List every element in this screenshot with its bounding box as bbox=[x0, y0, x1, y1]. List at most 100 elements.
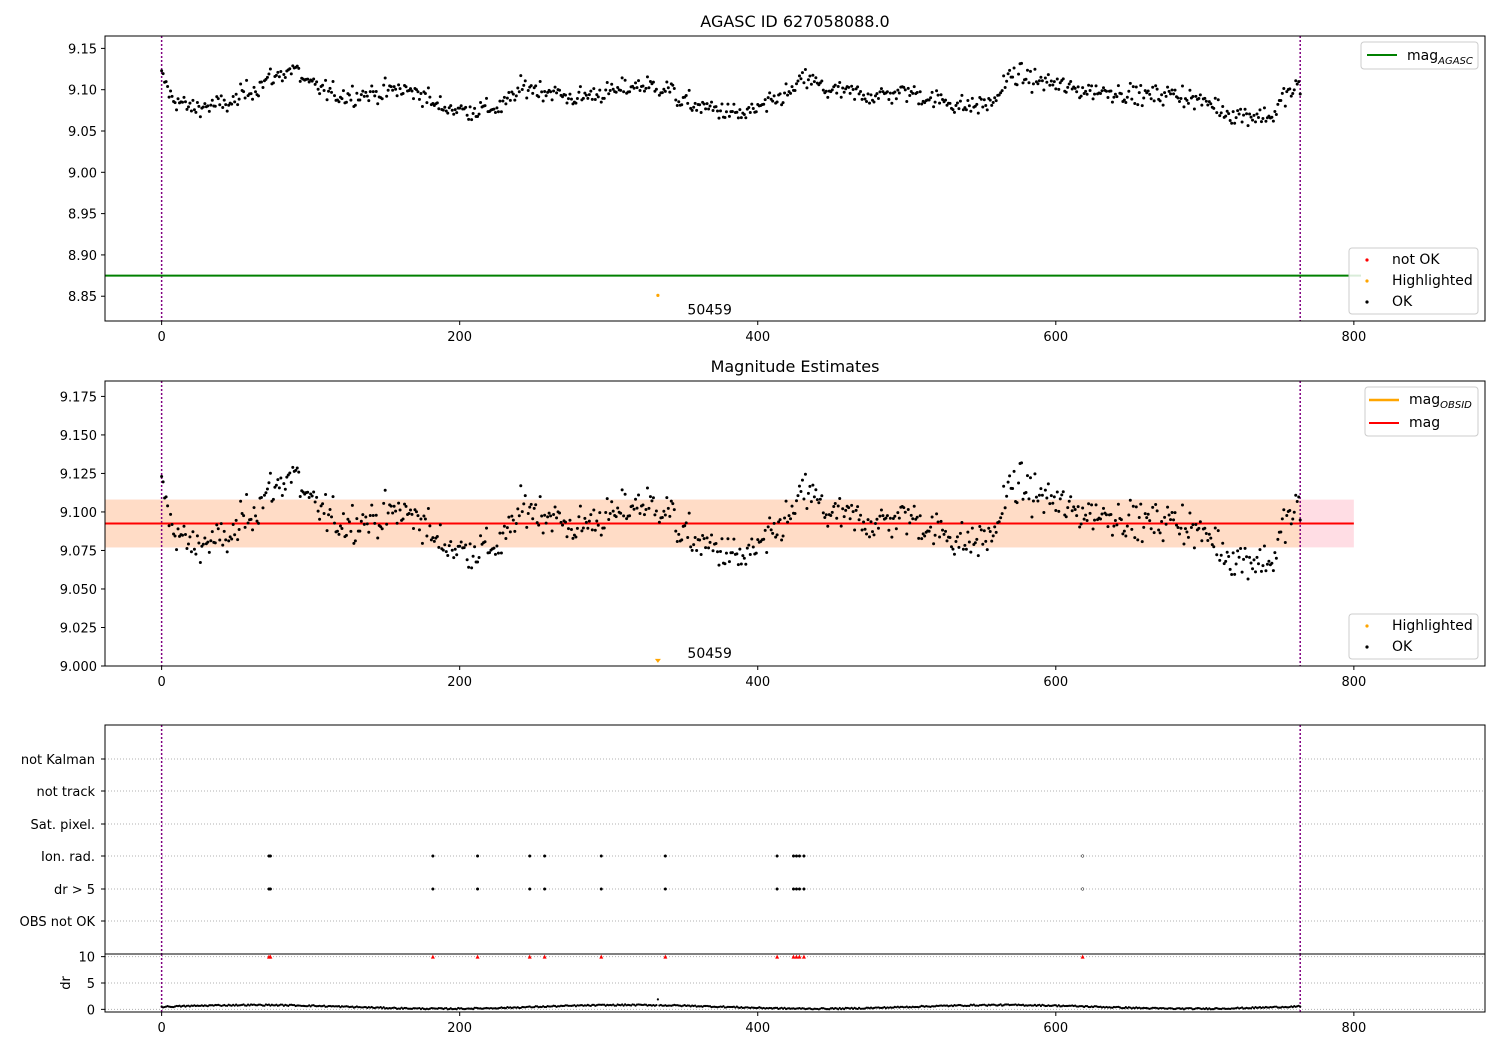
data-point-ok bbox=[1228, 119, 1232, 123]
data-point-ok bbox=[274, 73, 278, 77]
data-point-ok bbox=[522, 502, 526, 506]
data-point-ok bbox=[610, 500, 614, 504]
x-tick-label: 400 bbox=[745, 330, 770, 345]
data-point-ok bbox=[1149, 97, 1153, 101]
data-point-ok bbox=[596, 523, 600, 527]
data-point-ok bbox=[510, 514, 514, 518]
data-point-ok bbox=[951, 547, 955, 551]
data-point-ok bbox=[1142, 96, 1146, 100]
dr-point bbox=[379, 1006, 382, 1009]
data-point-ok bbox=[1185, 98, 1189, 102]
data-point-ok bbox=[374, 513, 378, 517]
data-point-ok bbox=[766, 525, 770, 529]
data-point-ok bbox=[271, 81, 275, 85]
dr-point bbox=[656, 998, 659, 1001]
data-point-ok bbox=[975, 102, 979, 106]
data-point-ok bbox=[458, 544, 462, 548]
data-point-ok bbox=[657, 520, 661, 524]
data-point-ok bbox=[894, 97, 898, 101]
data-point-ok bbox=[523, 79, 527, 83]
data-point-ok bbox=[619, 88, 623, 92]
data-point-ok bbox=[794, 82, 798, 86]
data-point-ok bbox=[622, 514, 626, 518]
data-point-ok bbox=[218, 538, 222, 542]
data-point-ok bbox=[437, 545, 441, 549]
data-point-ok bbox=[189, 550, 193, 554]
data-point-ok bbox=[1282, 87, 1286, 91]
data-point-ok bbox=[902, 85, 906, 89]
data-point-ok bbox=[1213, 526, 1217, 530]
dr-point bbox=[1299, 1005, 1302, 1008]
data-point-ok bbox=[259, 496, 263, 500]
data-point-ok bbox=[1258, 548, 1262, 552]
data-point-ok bbox=[574, 101, 578, 105]
data-point-ok bbox=[203, 102, 207, 106]
data-point-ok bbox=[513, 98, 517, 102]
data-point-ok bbox=[1170, 511, 1174, 515]
data-point-ok bbox=[397, 501, 401, 505]
data-point-ok bbox=[1073, 86, 1077, 90]
data-point-ok bbox=[401, 91, 405, 95]
data-point-ok bbox=[428, 524, 432, 528]
data-point-ok bbox=[853, 528, 857, 532]
data-point-ok bbox=[1028, 476, 1032, 480]
data-point-ok bbox=[265, 487, 269, 491]
data-point-ok bbox=[699, 111, 703, 115]
data-point-ok bbox=[990, 103, 994, 107]
data-point-ok bbox=[1045, 80, 1049, 84]
data-point-ok bbox=[444, 109, 448, 113]
data-point-ok bbox=[1155, 509, 1159, 513]
data-point-ok bbox=[1039, 75, 1043, 79]
data-point-ok bbox=[1051, 83, 1055, 87]
data-point-ok bbox=[198, 560, 202, 564]
data-point-ok bbox=[467, 565, 471, 569]
data-point-ok bbox=[361, 89, 365, 93]
data-point-ok bbox=[485, 96, 489, 100]
data-point-ok bbox=[398, 87, 402, 91]
data-point-ok bbox=[654, 509, 658, 513]
data-point-ok bbox=[1180, 503, 1184, 507]
agasc-magnitude-panel: AGASC ID 627058088.0 50459 0 200 400 600 800… bbox=[68, 12, 1486, 345]
data-point-ok bbox=[340, 97, 344, 101]
data-point-ok bbox=[727, 114, 731, 118]
data-point-ok bbox=[641, 503, 645, 507]
data-point-ok bbox=[277, 486, 281, 490]
data-point-ok bbox=[1288, 87, 1292, 91]
data-point-ok bbox=[337, 100, 341, 104]
data-point-ok bbox=[331, 495, 335, 499]
data-point-ok bbox=[856, 505, 860, 509]
data-point-ok bbox=[1276, 102, 1280, 106]
data-point-ok bbox=[1012, 66, 1016, 70]
data-point-ok bbox=[873, 522, 877, 526]
data-point-ok bbox=[561, 95, 565, 99]
data-point-ok bbox=[985, 548, 989, 552]
data-point-ok bbox=[467, 117, 471, 121]
data-point-ok bbox=[967, 104, 971, 108]
data-point-ok bbox=[198, 115, 202, 119]
data-point-ok bbox=[298, 495, 302, 499]
data-point-ok bbox=[479, 100, 483, 104]
data-point-ok bbox=[1194, 522, 1198, 526]
data-point-ok bbox=[285, 475, 289, 479]
data-point-ok bbox=[355, 517, 359, 521]
data-point-ok bbox=[236, 538, 240, 542]
data-point-ok bbox=[1242, 557, 1246, 561]
data-point-ok bbox=[496, 110, 500, 114]
data-point-ok bbox=[286, 473, 290, 477]
data-point-ok bbox=[1175, 523, 1179, 527]
data-point-ok bbox=[252, 85, 256, 89]
data-point-ok bbox=[790, 85, 794, 89]
data-point-ok bbox=[938, 535, 942, 539]
data-point-ok bbox=[991, 101, 995, 105]
data-point-ok bbox=[1122, 529, 1126, 533]
data-point-ok bbox=[282, 482, 286, 486]
data-point-ok bbox=[1033, 472, 1037, 476]
data-point-ok bbox=[1145, 516, 1149, 520]
data-point-ok bbox=[401, 517, 405, 521]
data-point-ok bbox=[958, 531, 962, 535]
data-point-ok bbox=[1064, 90, 1068, 94]
data-point-ok bbox=[878, 90, 882, 94]
data-point-ok bbox=[964, 547, 968, 551]
data-point-ok bbox=[955, 535, 959, 539]
data-point-ok bbox=[1176, 526, 1180, 530]
